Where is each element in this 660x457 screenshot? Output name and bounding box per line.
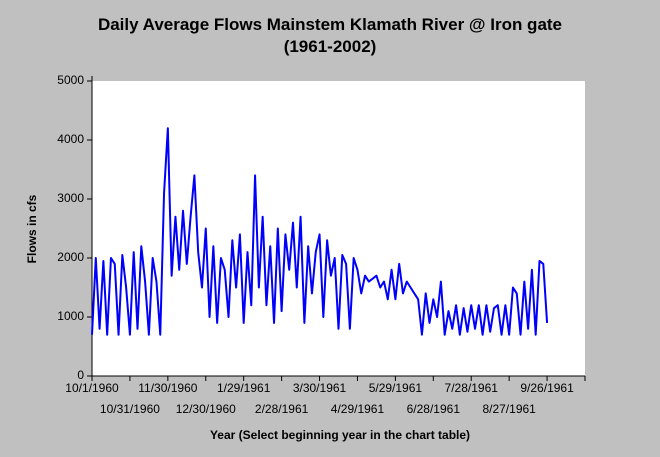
x-tick-label: 4/29/1961 — [331, 402, 385, 416]
x-tick-label: 10/31/1960 — [100, 402, 160, 416]
x-tick-label: 5/29/1961 — [369, 381, 423, 395]
x-tick-label: 10/1/1960 — [65, 381, 119, 395]
x-tick-label: 6/28/1961 — [407, 402, 461, 416]
x-tick-label: 7/28/1961 — [445, 381, 499, 395]
y-tick-label: 5000 — [57, 73, 84, 87]
series-line — [91, 127, 549, 336]
x-axis-label: Year (Select beginning year in the chart… — [210, 428, 470, 442]
x-tick-label: 9/26/1961 — [520, 381, 574, 395]
x-tick-label: 3/30/1961 — [293, 381, 347, 395]
x-tick-label: 8/27/1961 — [482, 402, 536, 416]
y-tick-label: 1000 — [57, 309, 84, 323]
chart-title: Daily Average Flows Mainstem Klamath Riv… — [97, 15, 563, 56]
x-tick-label: 1/29/1961 — [217, 381, 271, 395]
y-tick-label: 2000 — [57, 250, 84, 264]
y-axis-label: Flows in cfs — [25, 194, 39, 263]
x-tick-label: 2/28/1961 — [255, 402, 309, 416]
plot-area — [92, 81, 585, 376]
y-tick-label: 3000 — [57, 191, 84, 205]
y-tick-label: 4000 — [57, 132, 84, 146]
x-tick-label: 12/30/1960 — [176, 402, 236, 416]
x-tick-label: 11/30/1960 — [138, 381, 197, 395]
y-tick-label: 0 — [77, 368, 84, 382]
